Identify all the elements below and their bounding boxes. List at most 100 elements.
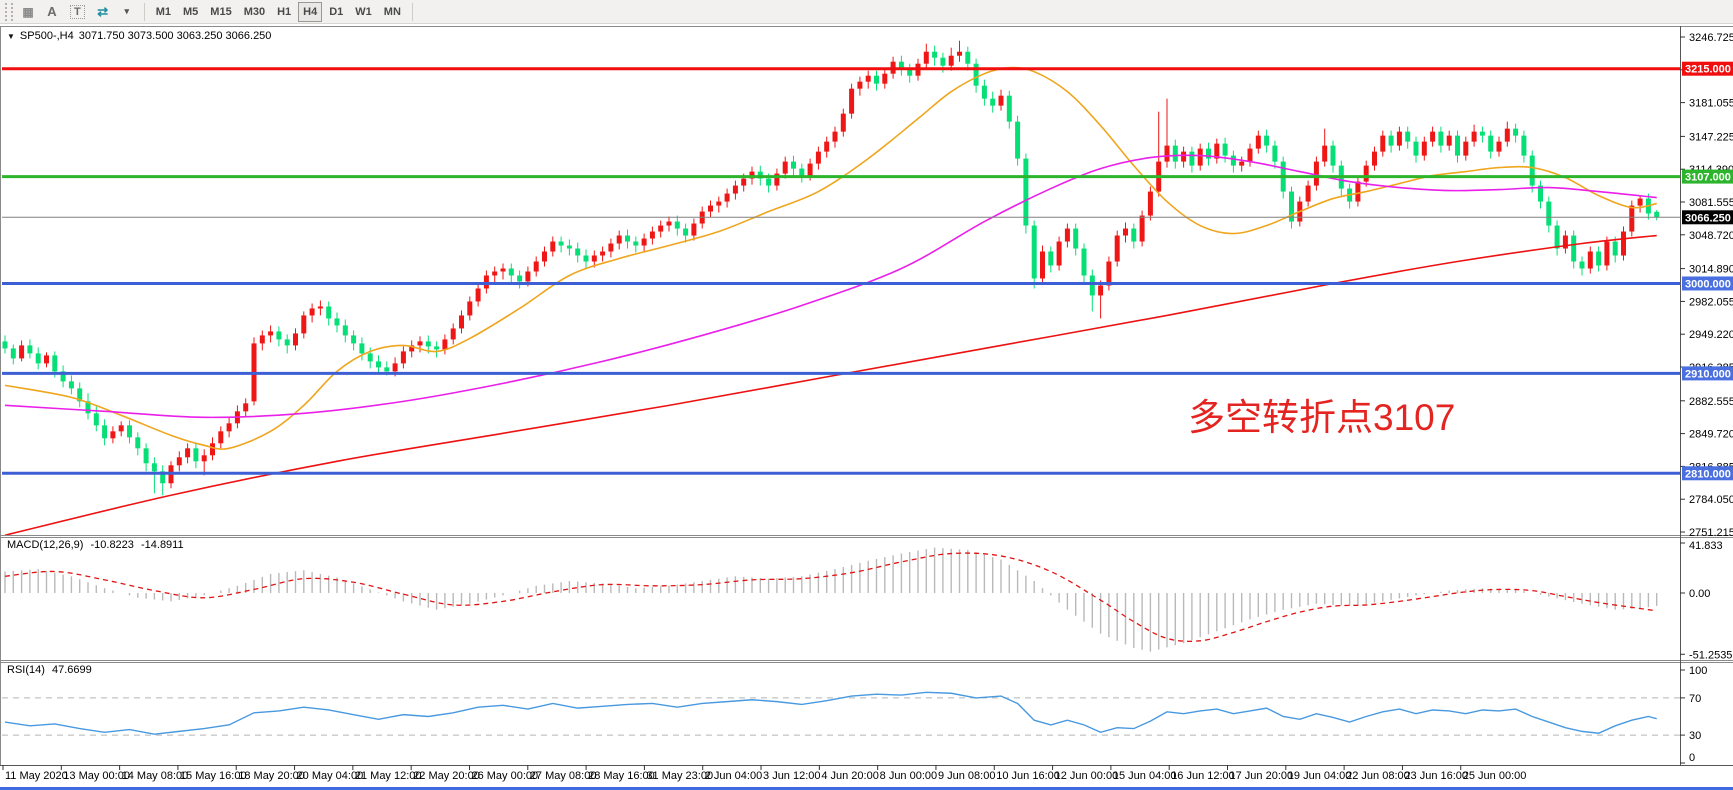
toolbar-icon-group: ▦ A T ⇄ ▾: [16, 2, 139, 22]
svg-text:3107.000: 3107.000: [1685, 172, 1731, 184]
svg-text:20 May 04:00: 20 May 04:00: [297, 770, 364, 782]
svg-text:3246.725: 3246.725: [1689, 32, 1733, 44]
symbol-dropdown-icon[interactable]: ▼: [7, 31, 15, 41]
rsi-value: 47.6699: [51, 664, 92, 676]
price-badge-2810.000: [1682, 466, 1733, 481]
price-axis[interactable]: 3246.7253213.8903181.0553147.2253114.390…: [1680, 32, 1733, 764]
svg-text:25 Jun 00:00: 25 Jun 00:00: [1463, 770, 1527, 782]
svg-text:31 May 23:00: 31 May 23:00: [646, 770, 713, 782]
svg-text:2949.220: 2949.220: [1689, 329, 1733, 341]
font-a-tool-glyph: A: [47, 4, 57, 19]
svg-text:22 Jun 08:00: 22 Jun 08:00: [1346, 770, 1410, 782]
grid-f-tool-icon[interactable]: ▦: [17, 2, 39, 22]
svg-text:27 May 08:00: 27 May 08:00: [530, 770, 597, 782]
macd-name: MACD(12,26,9): [7, 539, 84, 551]
dropdown-caret-icon[interactable]: ▾: [116, 2, 138, 22]
svg-text:14 May 08:00: 14 May 08:00: [122, 770, 189, 782]
svg-text:15 May 16:00: 15 May 16:00: [180, 770, 247, 782]
svg-text:100: 100: [1689, 665, 1707, 677]
toolbar-drag-handle[interactable]: [5, 2, 13, 21]
timeframe-button-m1[interactable]: M1: [151, 2, 176, 22]
macd-value-main: -10.8223: [90, 539, 134, 551]
rsi-indicator-label: RSI(14) 47.6699: [7, 664, 96, 676]
svg-text:8 Jun 00:00: 8 Jun 00:00: [880, 770, 938, 782]
window-bottom-border: [0, 787, 1733, 790]
svg-text:3014.890: 3014.890: [1689, 264, 1733, 276]
svg-text:3 Jun 12:00: 3 Jun 12:00: [763, 770, 821, 782]
symbol-name: SP500-,H4: [19, 30, 74, 42]
rsi-name: RSI(14): [7, 664, 45, 676]
timeframe-button-m15[interactable]: M15: [205, 2, 236, 22]
svg-text:2 Jun 04:00: 2 Jun 04:00: [705, 770, 763, 782]
toolbar-chart-gap: [0, 24, 1733, 26]
svg-text:41.833: 41.833: [1689, 540, 1723, 552]
pane-frame: [0, 26, 1733, 766]
svg-text:3066.250: 3066.250: [1685, 212, 1731, 224]
svg-text:3081.555: 3081.555: [1689, 197, 1733, 209]
svg-text:3147.225: 3147.225: [1689, 131, 1733, 143]
svg-text:11 May 2020: 11 May 2020: [5, 770, 68, 782]
svg-text:3000.000: 3000.000: [1685, 278, 1731, 290]
svg-text:2784.050: 2784.050: [1689, 494, 1733, 506]
svg-text:70: 70: [1689, 693, 1701, 705]
timeframe-button-w1[interactable]: W1: [350, 2, 377, 22]
svg-text:23 Jun 16:00: 23 Jun 16:00: [1404, 770, 1468, 782]
dropdown-caret-glyph: ▾: [124, 6, 129, 16]
price-badge-3107.000: [1682, 169, 1733, 184]
svg-text:2751.215: 2751.215: [1689, 527, 1733, 539]
svg-text:19 Jun 04:00: 19 Jun 04:00: [1288, 770, 1352, 782]
price-badge-2910.000: [1682, 366, 1733, 381]
price-badge-3215.000: [1682, 61, 1733, 76]
svg-text:12 Jun 00:00: 12 Jun 00:00: [1055, 770, 1119, 782]
svg-text:-51.2535: -51.2535: [1689, 649, 1732, 661]
horizontal-lines-layer: [2, 67, 1680, 475]
svg-text:15 Jun 04:00: 15 Jun 04:00: [1113, 770, 1177, 782]
price-badge-3000.000: [1682, 276, 1733, 291]
svg-text:9 Jun 08:00: 9 Jun 08:00: [938, 770, 996, 782]
symbol-title: ▼ SP500-,H4 3071.750 3073.500 3063.250 3…: [7, 30, 271, 42]
svg-text:21 May 12:00: 21 May 12:00: [355, 770, 422, 782]
svg-text:3048.720: 3048.720: [1689, 230, 1733, 242]
svg-text:3181.055: 3181.055: [1689, 98, 1733, 110]
svg-text:2882.555: 2882.555: [1689, 396, 1733, 408]
svg-text:22 May 20:00: 22 May 20:00: [413, 770, 480, 782]
svg-text:4 Jun 20:00: 4 Jun 20:00: [821, 770, 879, 782]
macd-pane: [4, 547, 1658, 652]
cycle-symbols-tool-glyph: ⇄: [97, 3, 109, 19]
rsi-pane: [2, 691, 1680, 736]
timeframe-button-h1[interactable]: H1: [272, 2, 296, 22]
timeframe-button-h4[interactable]: H4: [298, 1, 323, 22]
price-badge-3066.250: [1682, 210, 1733, 225]
chart-text-annotation[interactable]: 多空转折点3107: [1188, 397, 1456, 438]
timeframe-button-mn[interactable]: MN: [379, 2, 406, 22]
svg-text:0: 0: [1689, 752, 1695, 764]
chart-canvas[interactable]: 3246.7253213.8903181.0553147.2253114.390…: [0, 26, 1733, 790]
svg-text:2910.000: 2910.000: [1685, 368, 1731, 380]
macd-signal-line: [4, 552, 1657, 642]
timeframe-button-m5[interactable]: M5: [178, 2, 203, 22]
svg-text:2849.720: 2849.720: [1689, 429, 1733, 441]
cycle-symbols-tool-icon[interactable]: ⇄: [92, 2, 114, 22]
text-label-tool-glyph: T: [70, 4, 85, 19]
svg-text:10 Jun 16:00: 10 Jun 16:00: [996, 770, 1060, 782]
svg-text:3215.000: 3215.000: [1685, 64, 1731, 76]
symbol-ohlc-values: 3071.750 3073.500 3063.250 3066.250: [78, 30, 272, 42]
svg-text:16 Jun 12:00: 16 Jun 12:00: [1171, 770, 1235, 782]
svg-text:17 Jun 20:00: 17 Jun 20:00: [1230, 770, 1294, 782]
ma-medium-magenta: [4, 154, 1657, 419]
svg-text:30: 30: [1689, 730, 1701, 742]
timeframe-button-m30[interactable]: M30: [239, 2, 270, 22]
font-a-tool-icon[interactable]: A: [41, 2, 63, 22]
svg-text:2982.055: 2982.055: [1689, 296, 1733, 308]
timeframe-button-d1[interactable]: D1: [324, 2, 348, 22]
svg-text:18 May 20:00: 18 May 20:00: [238, 770, 305, 782]
svg-text:2810.000: 2810.000: [1685, 468, 1731, 480]
toolbar-separator: [411, 2, 413, 21]
text-label-tool-icon[interactable]: T: [65, 2, 90, 22]
timeframe-button-group: M1 M5 M15 M30 H1 H4 D1 W1 MN: [150, 1, 407, 22]
svg-text:0.00: 0.00: [1689, 588, 1710, 600]
macd-indicator-label: MACD(12,26,9) -10.8223 -14.8911: [7, 539, 188, 551]
grid-f-tool-glyph: ▦: [22, 4, 34, 19]
